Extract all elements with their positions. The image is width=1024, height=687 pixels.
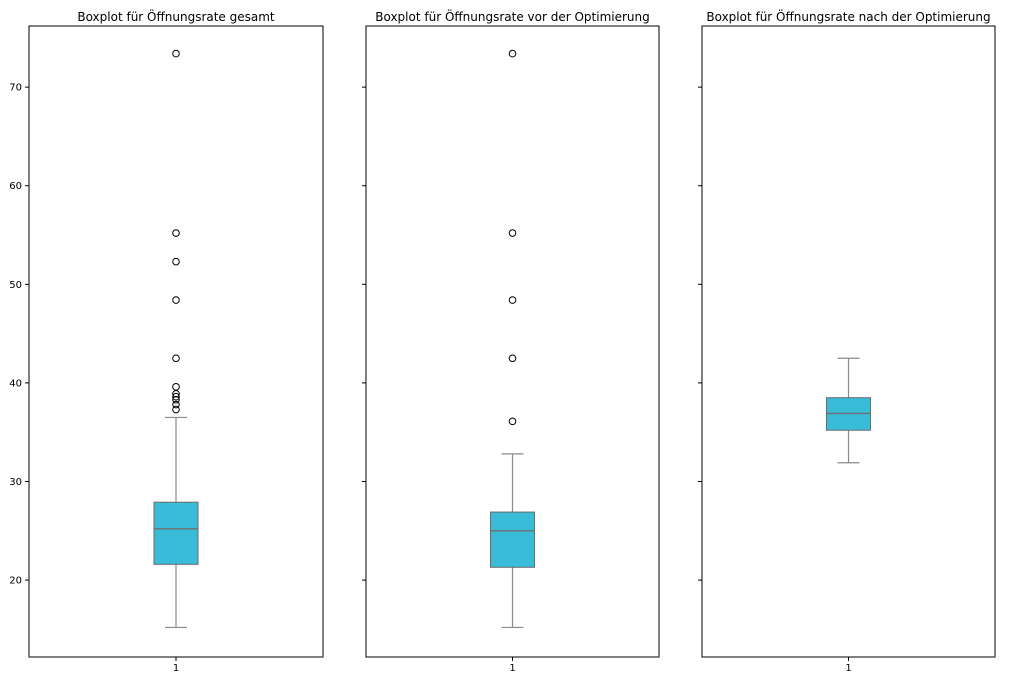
y-tick-label: 40 [9, 378, 22, 389]
outlier-point [172, 229, 180, 237]
outlier-point [508, 296, 517, 304]
x-tick-label: 1 [845, 663, 851, 674]
outlier-point [172, 392, 180, 401]
x-tick-label: 1 [173, 663, 179, 674]
outlier-point [172, 354, 180, 363]
y-tick-label: 30 [9, 477, 22, 488]
outlier-point [172, 395, 180, 404]
outlier-point [172, 400, 180, 409]
y-tick-label: 60 [9, 181, 22, 192]
outlier-point [172, 405, 180, 414]
outlier-point [172, 49, 180, 58]
outlier-point [508, 49, 517, 58]
panel-title: Boxplot für Öffnungsrate vor der Optimie… [375, 8, 650, 24]
plot-frame [701, 25, 996, 658]
outlier-point [508, 417, 517, 426]
outlier-point [172, 257, 180, 266]
y-tick-label: 70 [9, 83, 22, 94]
outlier-point [508, 229, 517, 237]
y-tick-label: 50 [9, 280, 22, 291]
x-tick-label: 1 [509, 663, 515, 674]
panel-title: Boxplot für Öffnungsrate gesamt [77, 8, 275, 24]
outlier-point [172, 383, 180, 391]
iqr-box [490, 511, 535, 568]
iqr-box [153, 501, 199, 565]
panel-title: Boxplot für Öffnungsrate nach der Optimi… [706, 8, 990, 24]
outlier-point [508, 354, 517, 363]
y-tick-label: 20 [9, 576, 22, 587]
outlier-point [172, 296, 180, 304]
